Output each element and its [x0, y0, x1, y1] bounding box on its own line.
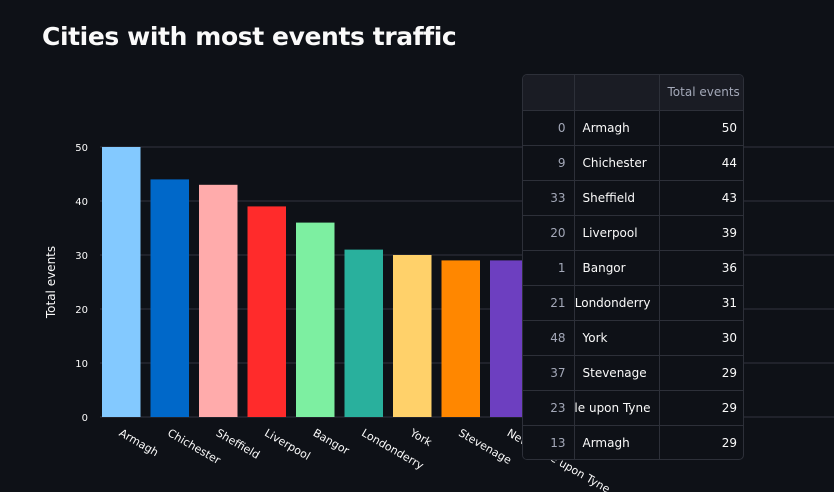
table-row[interactable]: 9 Chichester 44: [523, 145, 743, 181]
city-cell-text: Chichester: [582, 155, 647, 170]
city-cell-text: Armagh: [582, 435, 630, 450]
y-tick-label: 20: [75, 305, 88, 316]
table-row[interactable]: 37 Stevenage 29: [523, 355, 743, 391]
total-events-cell[interactable]: 39: [659, 215, 743, 251]
city-cell-text: Bangor: [582, 260, 626, 275]
bar[interactable]: [102, 147, 141, 417]
city-cell[interactable]: Newcastle upon Tyne: [574, 390, 660, 426]
city-cell-text: Sheffield: [582, 190, 636, 205]
data-table[interactable]: Total events 0 Armagh 50 9 Chichester 44 33 She…: [522, 74, 744, 460]
total-events-cell[interactable]: 29: [659, 425, 743, 459]
table-header-row: Total events: [523, 75, 743, 111]
row-index-cell: 13: [523, 425, 575, 459]
bar[interactable]: [296, 222, 335, 417]
table-row[interactable]: 48 York 30: [523, 320, 743, 356]
bar[interactable]: [150, 179, 190, 417]
city-cell[interactable]: Stevenage: [574, 355, 660, 391]
x-tick-label: Bangor: [311, 426, 352, 457]
data-table-grid: Total events 0 Armagh 50 9 Chichester 44 33 She…: [523, 75, 743, 459]
total-events-cell[interactable]: 30: [659, 320, 743, 356]
row-index-cell: 23: [523, 390, 575, 426]
index-column-header[interactable]: [523, 75, 575, 111]
city-cell[interactable]: Chichester: [574, 145, 660, 181]
row-index-cell: 37: [523, 355, 575, 391]
table-row[interactable]: 13 Armagh 29: [523, 425, 743, 459]
y-tick-label: 0: [82, 413, 88, 424]
x-tick-label: York: [407, 426, 435, 450]
total-events-cell[interactable]: 29: [659, 355, 743, 391]
table-row[interactable]: 23Newcastle upon Tyne 29: [523, 390, 743, 426]
city-cell-text: Londonderry: [574, 295, 651, 310]
city-cell-text: Armagh: [582, 120, 630, 135]
total-events-column-header[interactable]: Total events: [659, 75, 743, 111]
city-cell-text: Stevenage: [582, 365, 647, 380]
total-events-cell[interactable]: 43: [659, 180, 743, 216]
bar[interactable]: [393, 255, 432, 417]
y-tick-label: 30: [75, 251, 88, 262]
y-tick-label: 40: [75, 197, 88, 208]
city-cell[interactable]: Londonderry: [574, 285, 660, 321]
city-cell[interactable]: Sheffield: [574, 180, 660, 216]
bar[interactable]: [247, 206, 287, 417]
bar[interactable]: [199, 184, 238, 417]
total-events-cell[interactable]: 44: [659, 145, 743, 181]
x-tick-label: Liverpool: [262, 426, 312, 463]
row-index-cell: 20: [523, 215, 575, 251]
x-tick-label: Chichester: [165, 426, 223, 467]
table-row[interactable]: 21 Londonderry 31: [523, 285, 743, 321]
y-axis-title: Total events: [44, 246, 58, 319]
table-row[interactable]: 33 Sheffield 43: [523, 180, 743, 216]
city-cell-text: Newcastle upon Tyne: [574, 400, 651, 415]
row-index-cell: 9: [523, 145, 575, 181]
city-cell[interactable]: Armagh: [574, 110, 660, 146]
city-cell-text: Liverpool: [582, 225, 638, 240]
total-events-cell[interactable]: 36: [659, 250, 743, 286]
table-row[interactable]: 0 Armagh 50: [523, 110, 743, 146]
y-tick-label: 50: [75, 143, 88, 154]
bar[interactable]: [441, 260, 481, 417]
page-title: Cities with most events traffic: [42, 22, 457, 51]
total-events-cell[interactable]: 29: [659, 390, 743, 426]
city-cell[interactable]: Armagh: [574, 425, 660, 459]
row-index-cell: 33: [523, 180, 575, 216]
city-cell[interactable]: York: [574, 320, 660, 356]
total-events-cell[interactable]: 31: [659, 285, 743, 321]
city-cell[interactable]: Liverpool: [574, 215, 660, 251]
table-row[interactable]: 1 Bangor 36: [523, 250, 743, 286]
row-index-cell: 1: [523, 250, 575, 286]
total-events-cell[interactable]: 50: [659, 110, 743, 146]
city-column-header[interactable]: [574, 75, 660, 111]
table-body: 0 Armagh 50 9 Chichester 44 33 Sheffield 43 20 Liv…: [523, 110, 743, 459]
row-index-cell: 48: [523, 320, 575, 356]
x-tick-label: Armagh: [117, 426, 161, 459]
row-index-cell: 0: [523, 110, 575, 146]
table-row[interactable]: 20 Liverpool 39: [523, 215, 743, 251]
city-cell-text: York: [582, 330, 608, 345]
x-tick-label: Stevenage: [456, 426, 514, 467]
city-cell[interactable]: Bangor: [574, 250, 660, 286]
y-tick-label: 10: [75, 359, 88, 370]
bar[interactable]: [344, 249, 384, 417]
row-index-cell: 21: [523, 285, 575, 321]
